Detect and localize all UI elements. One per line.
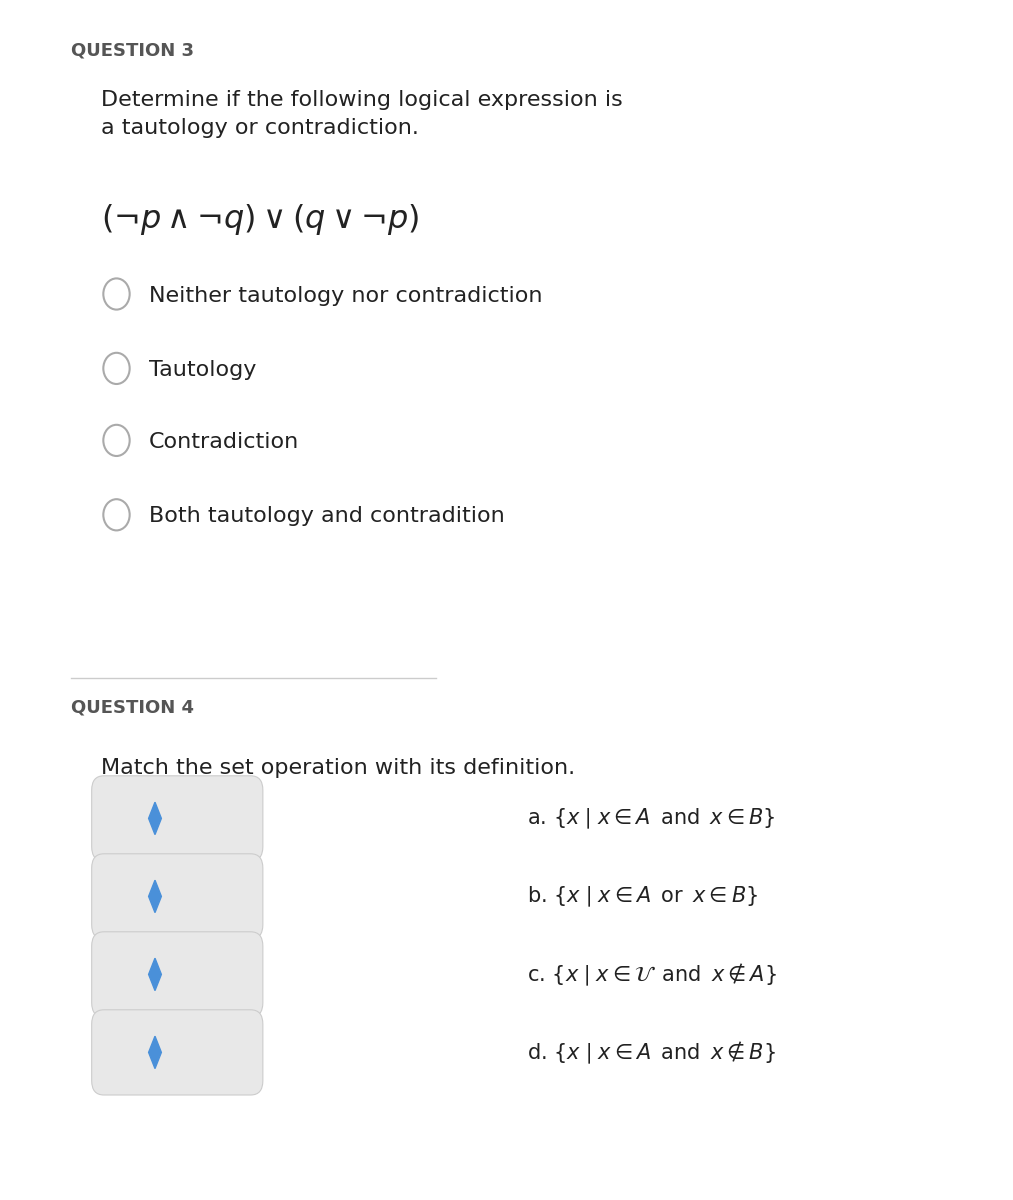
Text: -: - — [113, 1043, 121, 1061]
FancyBboxPatch shape — [91, 775, 262, 862]
Polygon shape — [149, 958, 161, 991]
Text: Both tautology and contradition: Both tautology and contradition — [149, 506, 504, 527]
Text: $A^c$: $A^c$ — [196, 962, 226, 986]
Text: QUESTION 3: QUESTION 3 — [71, 42, 193, 60]
Polygon shape — [149, 802, 161, 835]
FancyBboxPatch shape — [91, 1009, 262, 1094]
Text: Determine if the following logical expression is
a tautology or contradiction.: Determine if the following logical expre… — [101, 90, 623, 138]
Text: $A \cup B$: $A \cup B$ — [196, 884, 256, 908]
Polygon shape — [149, 1036, 161, 1068]
Text: Contradiction: Contradiction — [149, 432, 299, 452]
Text: Tautology: Tautology — [149, 360, 256, 380]
Text: QUESTION 4: QUESTION 4 — [71, 698, 193, 716]
Text: d. $\{x \mid x \in A\ \,\mathrm{and}\ \, x \notin B\}$: d. $\{x \mid x \in A\ \,\mathrm{and}\ \,… — [527, 1039, 776, 1066]
Text: Match the set operation with its definition.: Match the set operation with its definit… — [101, 758, 575, 779]
Text: -: - — [113, 965, 121, 984]
Text: a. $\{x \mid x \in A\ \,\mathrm{and}\ \, x \in B\}$: a. $\{x \mid x \in A\ \,\mathrm{and}\ \,… — [527, 806, 775, 830]
FancyBboxPatch shape — [91, 931, 262, 1018]
Text: c. $\{x \mid x \in \mathcal{U}\ \,\mathrm{and}\ \, x \notin A\}$: c. $\{x \mid x \in \mathcal{U}\ \,\mathr… — [527, 961, 777, 988]
Text: -: - — [113, 809, 121, 828]
Text: -: - — [113, 888, 121, 905]
Text: $A \cap B$: $A \cap B$ — [196, 806, 256, 830]
FancyBboxPatch shape — [91, 854, 262, 938]
Text: Neither tautology nor contradiction: Neither tautology nor contradiction — [149, 286, 542, 306]
Text: $(\neg p \wedge \neg q) \vee (q \vee \neg p)$: $(\neg p \wedge \neg q) \vee (q \vee \ne… — [101, 202, 419, 236]
Polygon shape — [149, 881, 161, 912]
Text: b. $\{x \mid x \in A\ \,\mathrm{or}\ \, x \in B\}$: b. $\{x \mid x \in A\ \,\mathrm{or}\ \, … — [527, 884, 758, 908]
Text: $A - B$: $A - B$ — [196, 1040, 258, 1064]
